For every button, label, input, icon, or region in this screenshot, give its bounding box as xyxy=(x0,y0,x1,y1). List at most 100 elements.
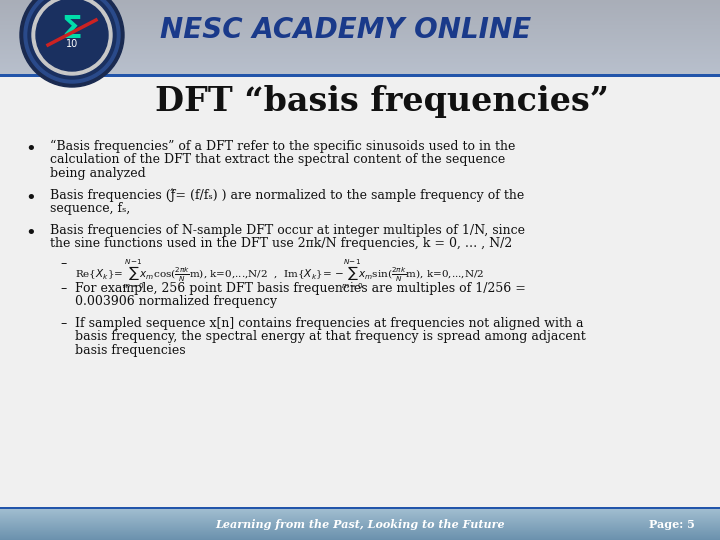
Bar xyxy=(0,520,720,521)
Bar xyxy=(0,74,720,75)
Bar xyxy=(0,47,720,48)
Text: Learning from the Past, Looking to the Future: Learning from the Past, Looking to the F… xyxy=(215,518,505,530)
Bar xyxy=(0,21,720,22)
Bar xyxy=(0,34,720,35)
Text: basis frequency, the spectral energy at that frequency is spread among adjacent: basis frequency, the spectral energy at … xyxy=(75,330,586,343)
Bar xyxy=(0,516,720,517)
Bar xyxy=(0,28,720,29)
Bar xyxy=(0,14,720,15)
Bar xyxy=(0,26,720,27)
Bar xyxy=(0,20,720,21)
Bar xyxy=(0,512,720,513)
Bar xyxy=(0,6,720,7)
Text: –: – xyxy=(60,282,66,295)
Bar xyxy=(0,513,720,514)
Text: NESC ACADEMY ONLINE: NESC ACADEMY ONLINE xyxy=(160,16,531,44)
Bar xyxy=(0,17,720,18)
Bar xyxy=(0,511,720,512)
Bar xyxy=(0,12,720,13)
Bar xyxy=(0,25,720,26)
Bar xyxy=(0,69,720,70)
Circle shape xyxy=(28,0,116,79)
Circle shape xyxy=(38,1,106,69)
Bar xyxy=(0,515,720,516)
Bar xyxy=(0,35,720,36)
Bar xyxy=(0,43,720,44)
Bar xyxy=(0,519,720,520)
Bar xyxy=(0,42,720,43)
Bar xyxy=(0,50,720,51)
Text: “Basis frequencies” of a DFT refer to the specific sinusoids used to in the: “Basis frequencies” of a DFT refer to th… xyxy=(50,140,516,153)
Bar xyxy=(0,539,720,540)
Bar xyxy=(0,57,720,58)
Bar xyxy=(0,56,720,57)
Bar xyxy=(0,524,720,525)
Bar xyxy=(0,23,720,24)
Text: being analyzed: being analyzed xyxy=(50,167,145,180)
Bar xyxy=(0,37,720,38)
Bar xyxy=(0,64,720,65)
Bar xyxy=(0,38,720,39)
Bar xyxy=(0,32,720,33)
Bar xyxy=(0,19,720,20)
Bar xyxy=(0,51,720,52)
Text: If sampled sequence x[n] contains frequencies at frequencies not aligned with a: If sampled sequence x[n] contains freque… xyxy=(75,317,583,330)
Text: •: • xyxy=(25,224,36,242)
Text: Basis frequencies of N-sample DFT occur at integer multiples of 1/N, since: Basis frequencies of N-sample DFT occur … xyxy=(50,224,525,237)
Bar xyxy=(0,2,720,3)
Bar xyxy=(0,518,720,519)
Bar xyxy=(0,532,720,533)
Bar xyxy=(0,48,720,49)
Circle shape xyxy=(32,0,112,75)
Bar xyxy=(0,517,720,518)
Bar xyxy=(0,507,720,509)
Bar xyxy=(0,536,720,537)
Bar xyxy=(0,15,720,16)
Text: 10: 10 xyxy=(66,39,78,49)
Bar xyxy=(0,33,720,34)
Bar xyxy=(0,525,720,526)
Bar xyxy=(0,514,720,515)
Bar xyxy=(0,0,720,1)
Bar xyxy=(0,72,720,73)
Text: calculation of the DFT that extract the spectral content of the sequence: calculation of the DFT that extract the … xyxy=(50,153,505,166)
Bar xyxy=(0,71,720,72)
Bar xyxy=(0,61,720,62)
Bar xyxy=(0,533,720,534)
Bar xyxy=(0,538,720,539)
Bar xyxy=(0,535,720,536)
Text: •: • xyxy=(25,140,36,158)
Bar xyxy=(0,45,720,46)
Text: Basis frequencies (ƒ̂= (f/fₛ) ) are normalized to the sample frequency of the: Basis frequencies (ƒ̂= (f/fₛ) ) are norm… xyxy=(50,188,524,202)
Bar xyxy=(0,522,720,523)
Text: sequence, fₛ,: sequence, fₛ, xyxy=(50,202,130,215)
Bar xyxy=(0,9,720,10)
Text: –: – xyxy=(60,317,66,330)
Bar xyxy=(0,530,720,531)
Bar xyxy=(0,526,720,527)
Bar xyxy=(0,521,720,522)
Bar xyxy=(0,508,720,509)
Bar xyxy=(0,66,720,67)
Bar xyxy=(0,510,720,511)
Circle shape xyxy=(24,0,120,83)
Bar xyxy=(0,70,720,71)
Text: basis frequencies: basis frequencies xyxy=(75,344,186,357)
Text: For example, 256 point DFT basis frequencies are multiples of 1/256 =: For example, 256 point DFT basis frequen… xyxy=(75,282,526,295)
Bar xyxy=(0,63,720,64)
Bar xyxy=(0,534,720,535)
Bar xyxy=(0,11,720,12)
Bar xyxy=(0,41,720,42)
Text: the sine functions used in the DFT use 2πk/N frequencies, k = 0, … , N/2: the sine functions used in the DFT use 2… xyxy=(50,237,512,250)
Bar xyxy=(0,528,720,529)
Bar xyxy=(0,30,720,31)
Bar xyxy=(0,22,720,23)
Bar xyxy=(0,537,720,538)
Bar xyxy=(0,5,720,6)
Bar xyxy=(0,3,720,4)
Bar xyxy=(0,7,720,8)
Bar xyxy=(0,60,720,61)
Text: •: • xyxy=(25,188,36,207)
Bar xyxy=(0,62,720,63)
Bar xyxy=(0,527,720,528)
